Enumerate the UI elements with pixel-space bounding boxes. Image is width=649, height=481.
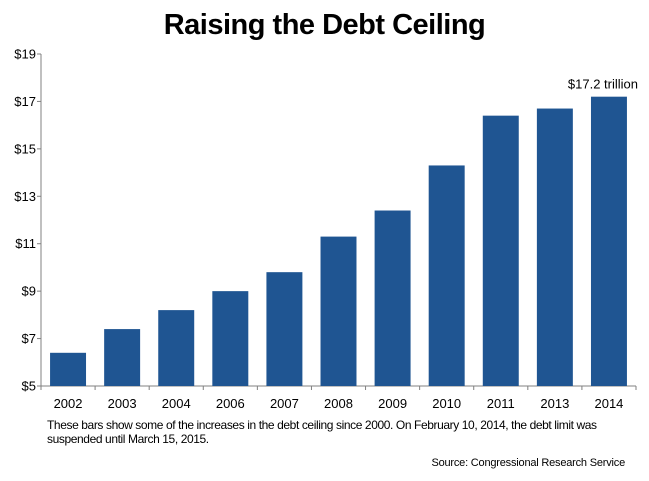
- y-tick-label: $13: [14, 189, 36, 204]
- bar-2006: [212, 291, 249, 386]
- chart-title: Raising the Debt Ceiling: [163, 9, 486, 41]
- y-tick-label: $9: [22, 284, 36, 299]
- bar-2008: [320, 236, 357, 386]
- y-tick-label: $15: [14, 141, 36, 156]
- y-tick-label: $5: [22, 379, 36, 394]
- x-tick-label: 2013: [540, 396, 569, 411]
- bars: [50, 96, 627, 387]
- x-tick-label: 2009: [378, 396, 407, 411]
- x-tick-label: 2008: [324, 396, 353, 411]
- y-axis: $5 $7 $9 $11 $13 $15 $17 $19: [14, 47, 42, 394]
- x-tick-label: 2006: [216, 396, 245, 411]
- y-tick-label: $19: [14, 47, 36, 62]
- bar-2010: [428, 165, 465, 386]
- bar-2014: [590, 96, 627, 386]
- x-tick-label: 2011: [487, 396, 515, 411]
- bar-2013: [536, 108, 573, 387]
- source-note: Source: Congressional Research Service: [431, 457, 625, 469]
- y-tick-label: $17: [14, 94, 36, 109]
- bar-2007: [266, 272, 303, 386]
- x-tick-label: 2003: [108, 396, 137, 411]
- x-tick-label: 2002: [54, 396, 83, 411]
- x-tick-label: 2010: [432, 396, 461, 411]
- bar-2009: [374, 210, 411, 386]
- x-tick-label: 2007: [270, 396, 299, 411]
- bar-2004: [158, 310, 195, 386]
- x-axis: 2002 2003 2004 2006 2007 2008 2009 2010 2011 2013…: [40, 385, 637, 411]
- annotations: $17.2 trillion: [568, 77, 638, 92]
- y-tick-label: $7: [22, 331, 36, 346]
- bar-2003: [104, 329, 141, 386]
- x-tick-label: 2004: [162, 396, 191, 411]
- bar-2011: [482, 115, 519, 387]
- x-tick-label: 2014: [594, 396, 623, 411]
- bar-2002: [50, 352, 87, 386]
- bar-chart: $5$7$9$11$13$15$17$19 2002 2003 2004 2006 20…: [14, 47, 638, 412]
- chart-caption: These bars show some of the increases in…: [47, 418, 597, 446]
- y-tick-label: $11: [15, 236, 36, 251]
- bar-annotation: $17.2 trillion: [568, 77, 638, 92]
